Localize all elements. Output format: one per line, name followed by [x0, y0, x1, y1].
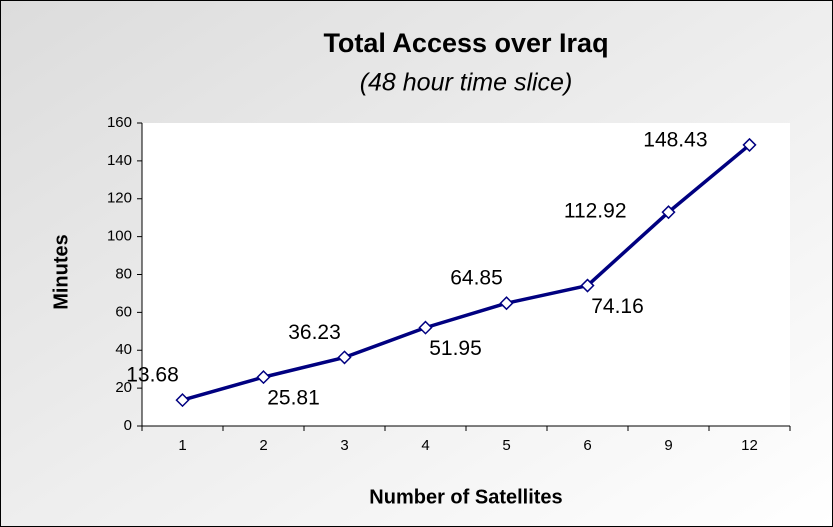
- data-label: 25.81: [267, 387, 320, 410]
- series-line: [182, 143, 751, 402]
- data-label: 74.16: [591, 295, 644, 318]
- x-axis-label: Number of Satellites: [369, 486, 562, 508]
- marker: [499, 296, 514, 311]
- marker: [337, 350, 352, 365]
- plot-area: [142, 123, 790, 426]
- marker: [256, 370, 271, 385]
- y-tick-label: 80: [115, 265, 132, 282]
- marker: [175, 393, 190, 408]
- marker: [661, 205, 676, 220]
- y-tick-label: 140: [107, 152, 132, 169]
- y-axis-label: Minutes: [50, 234, 72, 310]
- x-tick-label: 5: [502, 437, 510, 454]
- chart-title: Total Access over Iraq: [323, 28, 608, 58]
- x-tick-label: 6: [583, 437, 591, 454]
- x-tick-label: 12: [741, 437, 758, 454]
- x-tick-label: 1: [178, 437, 186, 454]
- x-tick-label: 3: [340, 437, 348, 454]
- y-tick-label: 120: [107, 190, 132, 207]
- data-label: 13.68: [126, 364, 179, 387]
- data-label: 36.23: [288, 321, 341, 344]
- marker: [580, 278, 595, 293]
- data-label: 64.85: [450, 267, 503, 290]
- y-tick-label: 0: [124, 417, 132, 434]
- data-label: 112.92: [564, 200, 627, 223]
- x-tick-label: 9: [664, 437, 672, 454]
- chart-subtitle: (48 hour time slice): [360, 69, 573, 97]
- y-tick-label: 60: [115, 303, 132, 320]
- y-tick-label: 160: [107, 114, 132, 131]
- x-tick-label: 2: [259, 437, 267, 454]
- x-tick-label: 4: [421, 437, 429, 454]
- y-tick-label: 40: [115, 341, 132, 358]
- data-label: 51.95: [429, 337, 482, 360]
- marker: [418, 320, 433, 335]
- y-tick-label: 20: [115, 379, 132, 396]
- marker: [742, 137, 757, 152]
- data-label: 148.43: [643, 128, 707, 151]
- y-tick-label: 100: [107, 228, 132, 245]
